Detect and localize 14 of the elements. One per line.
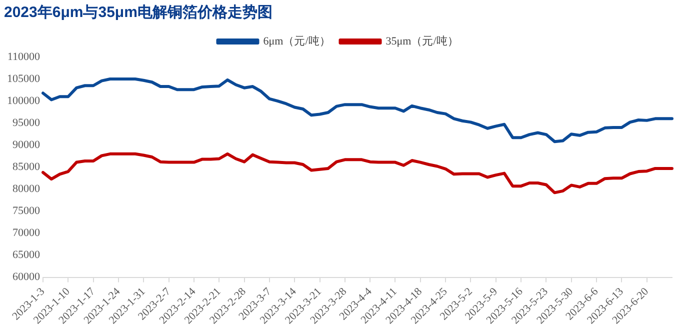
chart-title: 2023年6μm与35μm电解铜箔价格走势图 [4,4,272,22]
y-tick-label: 60000 [12,271,40,284]
y-tick-label: 95000 [12,116,40,129]
legend-label: 35μm（元/吨） [386,34,458,48]
y-tick-label: 65000 [12,249,40,262]
y-tick-label: 80000 [12,183,40,196]
y-tick-label: 85000 [12,161,40,174]
y-tick-label: 90000 [12,138,40,151]
y-tick-label: 100000 [7,94,40,107]
legend-label: 6μm（元/吨） [263,34,330,48]
y-tick-label: 70000 [12,227,40,240]
y-tick-label: 75000 [12,205,40,218]
y-tick-label: 105000 [7,72,40,85]
y-tick-label: 110000 [7,50,40,63]
